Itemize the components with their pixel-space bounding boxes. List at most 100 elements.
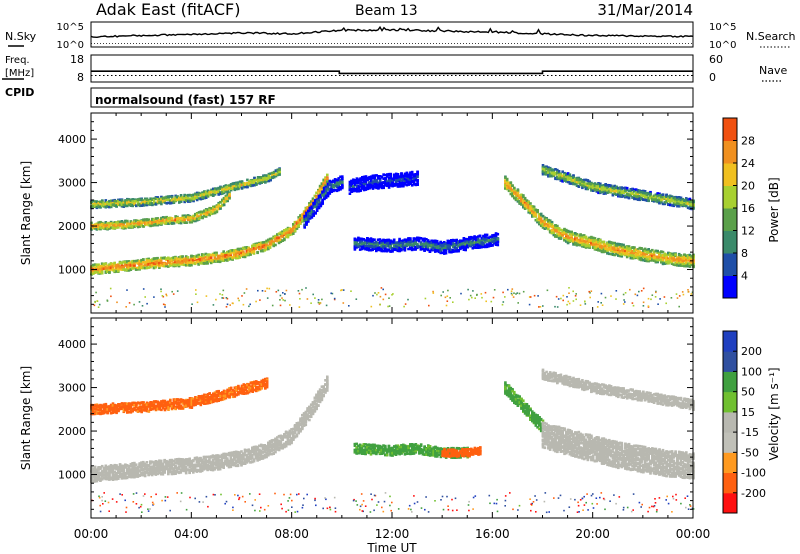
range-gate-cell — [494, 235, 498, 238]
range-gate-cell — [387, 176, 391, 180]
range-gate-cell — [204, 209, 208, 213]
range-gate-cell — [450, 239, 453, 243]
cpid-label: CPID — [5, 86, 34, 99]
range-gate-cell — [172, 258, 175, 261]
noise-point — [518, 292, 521, 295]
range-gate-cell — [129, 204, 133, 207]
range-gate-cell — [224, 252, 227, 255]
range-gate-cell — [97, 205, 100, 209]
range-gate-cell — [113, 221, 117, 224]
range-gate-cell — [267, 238, 270, 242]
noise-point — [670, 297, 673, 299]
range-gate-cell — [531, 214, 534, 218]
range-gate-cell — [215, 204, 219, 207]
noise-point — [528, 303, 531, 306]
range-gate-cell — [355, 187, 359, 191]
range-gate-cell — [380, 175, 384, 179]
range-gate-cell — [199, 210, 203, 214]
range-gate-cell — [568, 239, 572, 242]
range-gate-cell — [272, 171, 276, 174]
range-gate-cell — [111, 203, 115, 207]
range-gate-cell — [95, 200, 99, 203]
range-gate-cell — [208, 260, 211, 263]
range-gate-cell — [217, 201, 220, 205]
range-gate-cell — [364, 178, 368, 182]
range-gate-cell — [111, 265, 115, 268]
range-gate-cell — [264, 174, 267, 178]
noise-point — [94, 301, 96, 304]
range-gate-cell — [92, 263, 95, 267]
range-gate-cell — [387, 248, 391, 251]
range-gate-cell — [190, 263, 193, 267]
range-gate-cell — [547, 225, 550, 228]
range-gate-cell — [175, 258, 179, 261]
range-gate-cell — [391, 184, 394, 188]
range-gate-cell — [161, 262, 165, 265]
range-gate-cell — [206, 189, 210, 193]
noise-point — [297, 290, 300, 292]
range-gate-cell — [364, 187, 368, 191]
range-gate-cell — [284, 234, 288, 238]
range-gate-cell — [442, 241, 446, 244]
range-gate-cell — [509, 189, 513, 193]
range-gate-cell — [320, 186, 324, 189]
range-gate-cell — [213, 251, 217, 255]
range-gate-cell — [362, 245, 366, 248]
range-gate-cell — [516, 194, 520, 197]
range-gate-cell — [366, 186, 369, 190]
range-gate-cell — [129, 225, 133, 228]
range-gate-cell — [387, 240, 391, 243]
range-gate-cell — [193, 257, 197, 261]
range-gate-cell — [184, 257, 188, 260]
range-gate-cell — [190, 260, 193, 263]
range-gate-cell — [480, 241, 484, 244]
range-gate-cell — [491, 240, 494, 244]
range-gate-cell — [416, 246, 419, 250]
range-gate-cell — [310, 216, 314, 219]
range-gate-cell — [322, 178, 325, 182]
noise-point — [248, 305, 250, 308]
range-gate-cell — [204, 192, 208, 196]
range-gate-cell — [143, 266, 147, 270]
range-gate-cell — [228, 184, 231, 188]
range-gate-cell — [358, 240, 362, 244]
noise-point — [511, 294, 514, 296]
range-gate-cell — [95, 270, 99, 273]
range-gate-cell — [102, 205, 106, 208]
range-gate-cell — [582, 236, 586, 239]
range-gate-cell — [421, 242, 425, 246]
range-gate-cell — [174, 263, 177, 267]
range-gate-cell — [238, 251, 242, 254]
range-gate-cell — [136, 261, 140, 265]
range-gate-cell — [315, 203, 319, 206]
range-gate-cell — [251, 248, 254, 252]
range-gate-cell — [120, 262, 124, 265]
range-gate-cell — [442, 245, 446, 249]
noise-point — [310, 302, 312, 304]
range-gate-cell — [547, 219, 550, 222]
range-gate-cell — [593, 243, 597, 246]
range-gate-cell — [147, 218, 151, 221]
range-gate-cell — [174, 258, 177, 262]
range-gate-cell — [222, 259, 225, 262]
sky-tick-top-left: 10^5 — [57, 22, 84, 33]
range-gate-cell — [513, 190, 516, 194]
range-gate-cell — [118, 202, 122, 205]
range-gate-cell — [202, 260, 206, 264]
range-gate-cell — [213, 206, 217, 210]
range-gate-cell — [473, 243, 476, 247]
range-gate-cell — [117, 226, 120, 229]
range-gate-cell — [204, 211, 208, 215]
range-gate-cell — [274, 243, 277, 247]
range-gate-cell — [181, 261, 184, 264]
range-gate-cell — [213, 211, 217, 215]
range-gate-cell — [514, 193, 518, 196]
range-gate-cell — [426, 239, 430, 242]
range-gate-cell — [308, 208, 312, 211]
range-gate-cell — [156, 256, 159, 260]
range-gate-cell — [201, 193, 204, 196]
range-gate-cell — [131, 267, 134, 270]
range-gate-cell — [361, 176, 364, 179]
range-gate-cell — [210, 190, 213, 194]
range-gate-cell — [568, 233, 572, 236]
